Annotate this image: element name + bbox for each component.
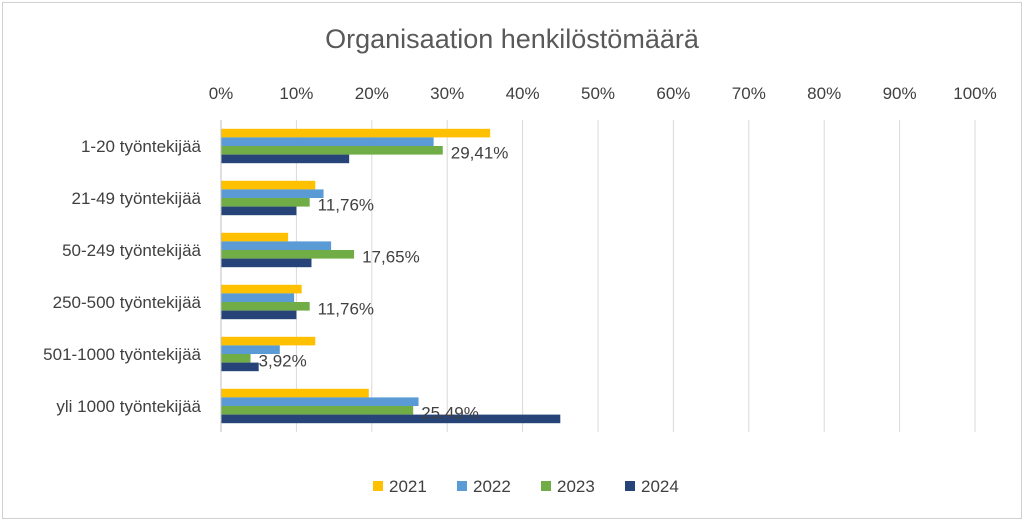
legend-swatch-2023 [541,481,551,491]
data-label: 11,76% [318,300,374,319]
x-tick-label: 60% [656,84,690,103]
data-label: 25,49% [421,404,479,423]
bar-2022 [221,241,332,250]
category-label: 501-1000 työntekijää [43,345,201,364]
bar-2023 [221,146,443,155]
x-tick-label: 50% [581,84,615,103]
chart-title: Organisaation henkilöstömäärä [325,24,699,54]
legend-swatch-2022 [457,481,467,491]
bar-2021 [221,284,302,294]
bar-2024 [221,206,297,216]
bar-2022 [221,189,324,198]
bar-2023 [221,198,310,207]
x-tick-label: 0% [209,84,234,103]
x-tick-label: 10% [279,84,313,103]
legend-label: 2022 [473,477,511,496]
bar-2024 [221,414,561,424]
category-label: 250-500 työntekijää [53,293,202,312]
bar-2021 [221,336,316,346]
category-label: 50-249 työntekijää [62,241,201,260]
bar-2024 [221,258,312,268]
x-tick-label: 70% [732,84,766,103]
data-label: 11,76% [318,196,374,215]
bar-2024 [221,362,259,372]
category-label: 1-20 työntekijää [81,137,202,156]
bar-2024 [221,310,297,320]
data-label: 17,65% [362,248,420,267]
bar-2022 [221,137,434,146]
bar-2022 [221,345,280,354]
x-tick-label: 90% [883,84,917,103]
legend-label: 2024 [641,477,679,496]
bar-2021 [221,388,369,398]
category-label: yli 1000 työntekijää [56,397,201,416]
bar-2021 [221,232,289,242]
data-label: 3,92% [259,352,307,371]
legend-label: 2021 [389,477,427,496]
bar-2023 [221,250,355,259]
legend-swatch-2024 [625,481,635,491]
legend-label: 2023 [557,477,595,496]
x-tick-label: 30% [430,84,464,103]
category-label: 21-49 työntekijää [72,189,202,208]
x-tick-label: 80% [807,84,841,103]
bar-2022 [221,397,419,406]
x-tick-label: 40% [506,84,540,103]
bar-2023 [221,354,251,363]
bar-2023 [221,302,310,311]
bar-2023 [221,406,414,415]
legend-swatch-2021 [373,481,383,491]
bar-2024 [221,154,350,164]
x-tick-label: 20% [355,84,389,103]
bar-2022 [221,293,295,302]
bar-2021 [221,180,316,190]
bar-2021 [221,128,491,138]
data-label: 29,41% [451,144,509,163]
x-tick-label: 100% [953,84,996,103]
